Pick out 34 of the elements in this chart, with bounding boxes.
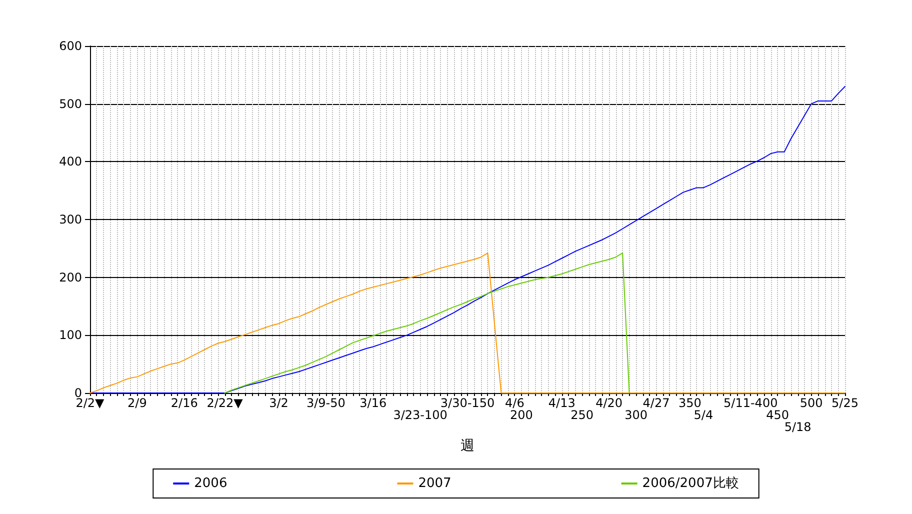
x-tick-label: 450: [766, 408, 790, 422]
x-tick-label: 3/30-150: [440, 396, 495, 410]
y-tick-label: 400: [59, 154, 82, 169]
x-tick-label: 3/16: [360, 396, 387, 410]
x-tick-label: 4/13: [548, 396, 576, 410]
x-tick-label: 300: [624, 408, 648, 422]
x-axis-title: 週: [460, 438, 474, 454]
x-tick-label: 250: [570, 408, 594, 422]
x-tick-label: 4/6: [505, 396, 524, 410]
x-tick-label: 2/22▼: [206, 396, 244, 410]
x-tick-label: 5/4: [694, 408, 714, 422]
legend-label: 2007: [418, 476, 452, 491]
x-tick-label: 5/18: [784, 420, 812, 434]
legend-label: 2006/2007比較: [642, 476, 739, 491]
x-tick-label: 3/2: [269, 396, 288, 410]
x-tick-label: 500: [800, 396, 823, 410]
y-tick-label: 500: [59, 96, 82, 111]
x-tick-label: 4/27: [642, 396, 670, 410]
y-tick-label: 100: [59, 328, 82, 342]
x-tick-label: 5/11-400: [724, 396, 778, 410]
x-tick-label: 4/20: [596, 396, 623, 410]
x-tick-label: 3/23-100: [393, 408, 448, 422]
x-tick-label: 350: [678, 396, 702, 410]
x-tick-label: 3/9-50: [306, 396, 346, 410]
line-series: [224, 252, 630, 394]
x-tick-label: 2/16: [170, 396, 198, 410]
y-tick-label: 300: [59, 212, 82, 226]
x-tick-label: 200: [510, 408, 533, 422]
y-tick-label: 200: [59, 270, 82, 284]
x-tick-label: 5/25: [832, 396, 858, 410]
y-tick-label: 600: [59, 39, 82, 53]
legend-label: 2006: [194, 476, 228, 491]
x-tick-label: 2/9: [128, 396, 147, 410]
x-tick-label: 2/2▼: [76, 396, 106, 410]
